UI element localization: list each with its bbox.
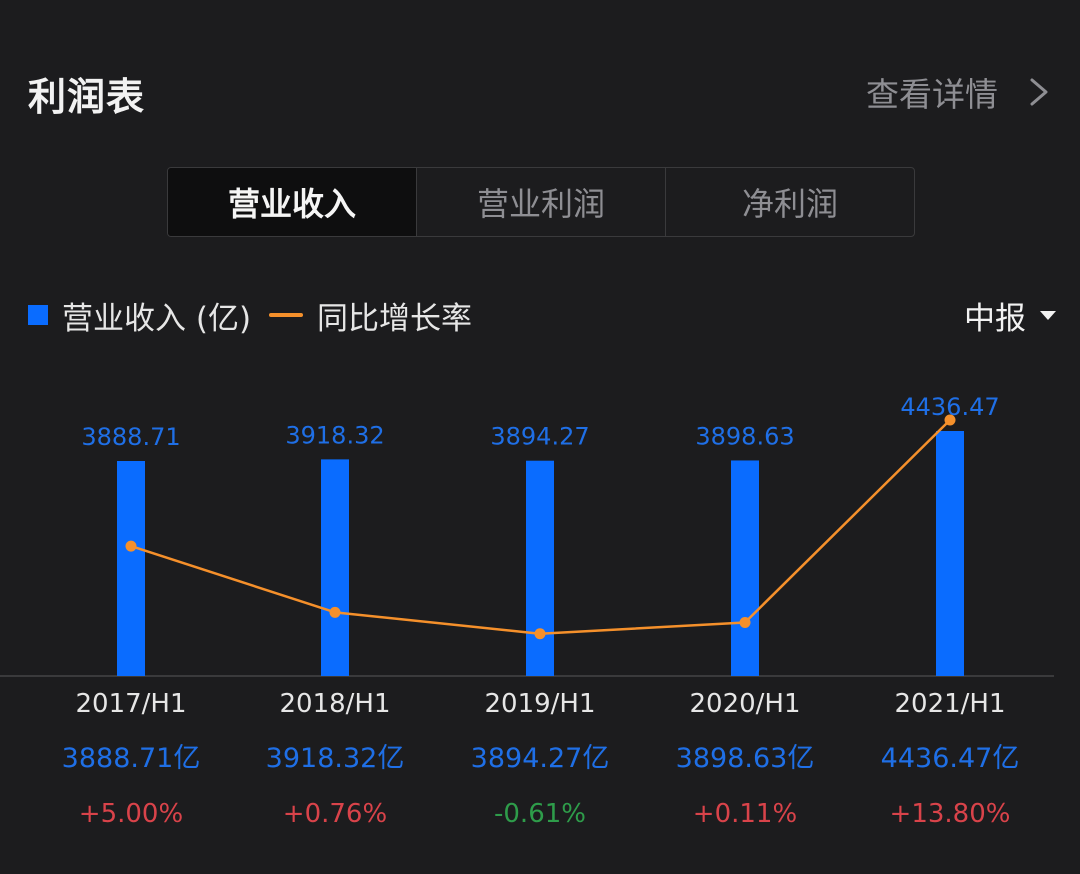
x-tick-label: 2017/H1 — [75, 689, 186, 719]
revenue-value-label: 3918.32亿 — [266, 743, 405, 774]
growth-rate-label: +5.00% — [79, 799, 183, 829]
growth-rate-label: -0.61% — [494, 799, 586, 829]
growth-rate-point — [125, 540, 137, 552]
chevron-right-icon — [1030, 78, 1048, 106]
x-tick-label: 2021/H1 — [894, 689, 1005, 719]
legend-line-label: 同比增长率 — [317, 300, 473, 337]
period-selector[interactable]: 中报 — [964, 292, 1056, 338]
x-tick-label: 2020/H1 — [689, 689, 800, 719]
revenue-bar — [526, 460, 554, 676]
revenue-bar — [117, 461, 145, 676]
revenue-value-label: 4436.47亿 — [881, 743, 1020, 774]
growth-rate-label: +0.76% — [283, 799, 387, 829]
view-details-label: 查看详情 — [866, 75, 998, 114]
tab-operating-profit[interactable]: 营业利润 — [416, 168, 665, 236]
growth-rate-point — [944, 414, 956, 426]
revenue-value-label: 3898.63亿 — [676, 743, 815, 774]
tab-operating-revenue[interactable]: 营业收入 — [168, 168, 416, 236]
bar-value-label: 3898.63 — [695, 422, 794, 450]
revenue-value-label: 3888.71亿 — [62, 743, 201, 774]
chart-legend: 营业收入 (亿) 同比增长率 — [28, 292, 472, 338]
metric-tabs: 营业收入 营业利润 净利润 — [167, 167, 915, 237]
revenue-bar — [731, 460, 759, 676]
x-tick-label: 2019/H1 — [484, 689, 595, 719]
revenue-value-label: 3894.27亿 — [471, 743, 610, 774]
revenue-bar — [936, 431, 964, 676]
caret-down-icon — [1040, 310, 1056, 320]
growth-rate-point — [329, 606, 341, 618]
growth-rate-point — [534, 628, 546, 640]
revenue-bar — [321, 459, 349, 676]
legend-bar-swatch — [28, 305, 48, 325]
period-selector-value: 中报 — [964, 300, 1026, 337]
growth-rate-label: +13.80% — [890, 799, 1011, 829]
x-tick-label: 2018/H1 — [279, 689, 390, 719]
bar-value-label: 3918.32 — [285, 421, 384, 449]
section-header: 利润表 查看详情 — [28, 60, 1052, 120]
view-details-link[interactable]: 查看详情 — [866, 68, 1052, 116]
section-title: 利润表 — [28, 75, 146, 119]
legend-line-swatch — [269, 313, 304, 317]
legend-bar-label: 营业收入 (亿) — [62, 300, 252, 337]
growth-rate-label: +0.11% — [693, 799, 797, 829]
bar-value-label: 3888.71 — [81, 423, 180, 451]
tab-net-profit[interactable]: 净利润 — [665, 168, 914, 236]
growth-rate-point — [739, 616, 751, 628]
bar-value-label: 3894.27 — [490, 423, 589, 451]
